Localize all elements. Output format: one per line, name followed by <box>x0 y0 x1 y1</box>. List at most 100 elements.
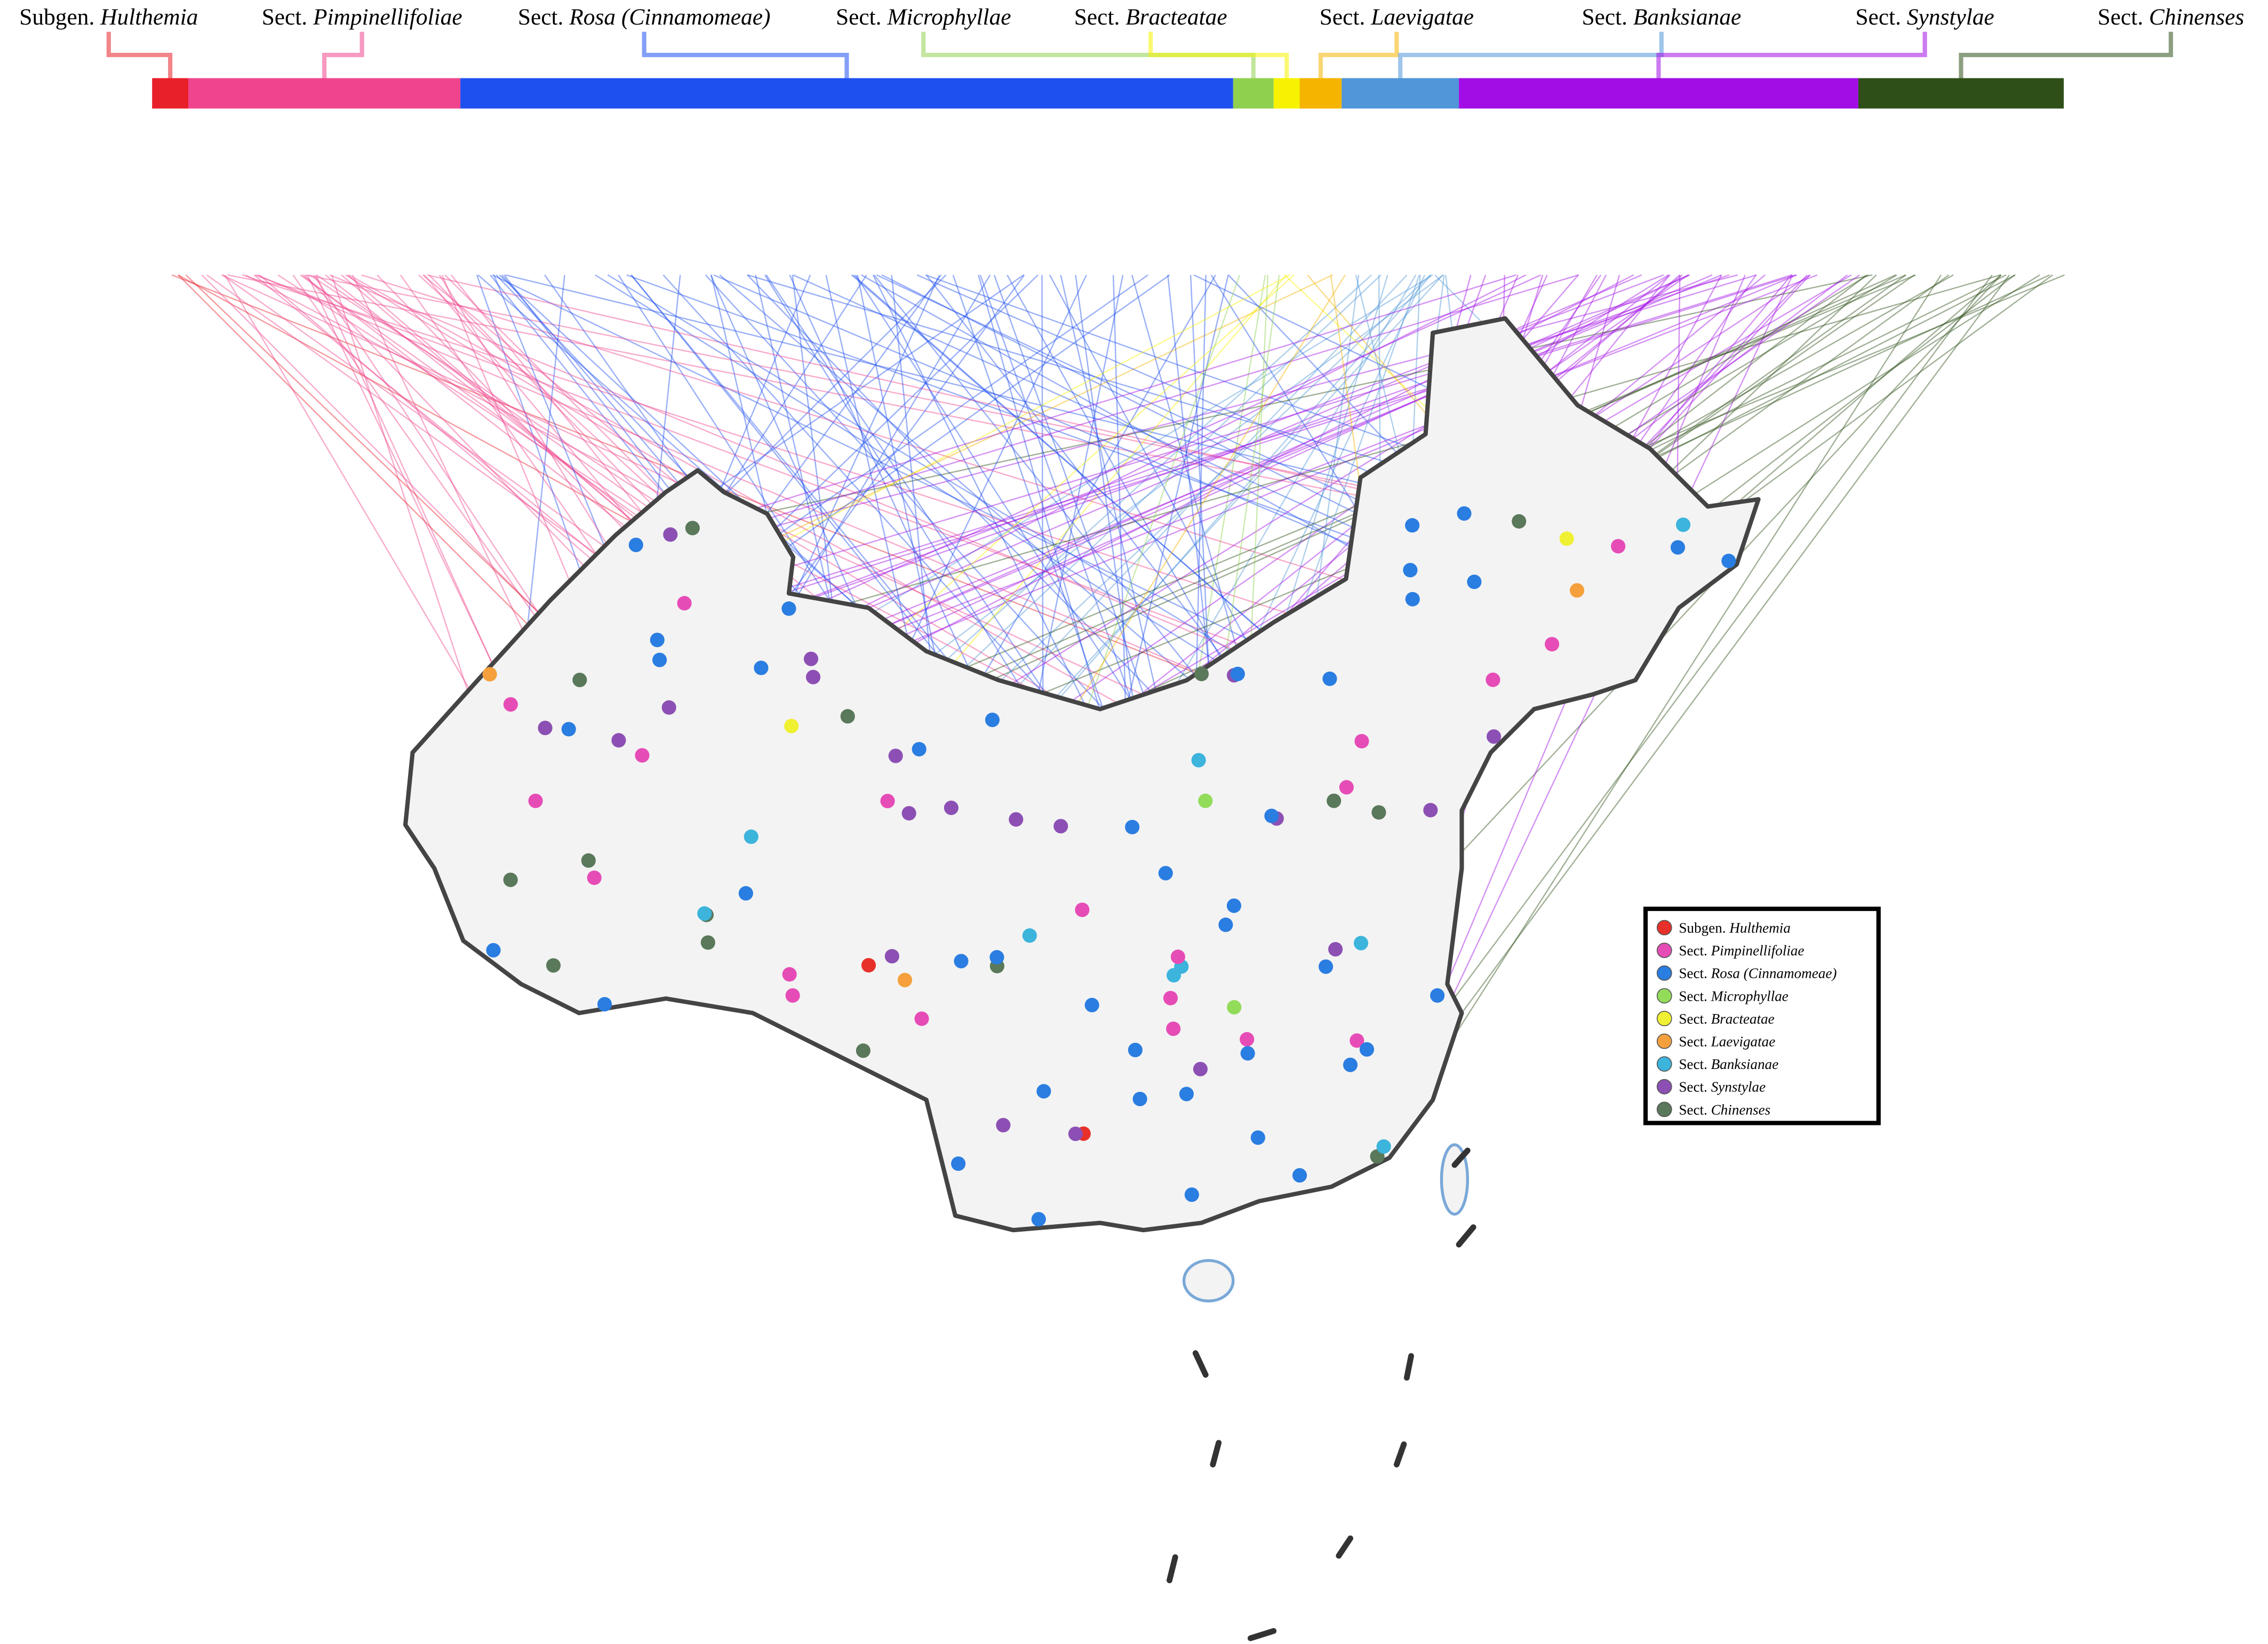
location-dot <box>1486 672 1500 687</box>
location-dot <box>572 673 587 688</box>
link <box>780 274 1433 668</box>
section-name: Rosa (Cinnamomeae) <box>569 4 770 30</box>
link <box>242 274 1494 681</box>
section-label: Sect. Bracteatae <box>1074 4 1227 30</box>
location-dot <box>1721 554 1736 569</box>
link <box>1032 274 1443 723</box>
location-dot <box>1053 819 1068 834</box>
section-rank: Subgen. <box>19 4 94 30</box>
legend-marker <box>1656 1011 1672 1026</box>
location-dot <box>538 721 553 736</box>
legend-name: Bracteatae <box>1711 1011 1775 1027</box>
map-outline <box>403 316 1761 1233</box>
location-dot <box>803 651 819 666</box>
location-dot <box>1191 753 1206 768</box>
location-dot <box>738 886 753 901</box>
legend-name: Rosa (Cinnamomeae) <box>1711 965 1837 981</box>
section-rank: Sect. <box>836 4 882 30</box>
link <box>492 274 1330 680</box>
link <box>171 274 1392 750</box>
section-label: Sect. Rosa (Cinnamomeae) <box>518 4 771 30</box>
legend-rank: Sect. <box>1679 943 1707 959</box>
legend-rank: Sect. <box>1679 1034 1707 1050</box>
section-rank: Sect. <box>1582 4 1627 30</box>
location-dot <box>805 669 821 684</box>
section-rank: Sect. <box>1320 4 1365 30</box>
bar-segment <box>460 78 1233 109</box>
section-label: Sect. Laevigatae <box>1320 4 1474 30</box>
link <box>309 274 690 524</box>
dash <box>1210 1440 1222 1468</box>
bar-segment <box>1858 78 2064 109</box>
link <box>752 274 1818 685</box>
legend-label: Sect. Laevigatae <box>1679 1034 1775 1050</box>
location-dot <box>1322 671 1337 687</box>
legend-box <box>1643 906 1881 1126</box>
location-dot <box>1545 637 1560 652</box>
legend-name: Hulthemia <box>1729 920 1791 936</box>
link <box>789 274 993 721</box>
dash <box>1403 1353 1414 1381</box>
bar-segment <box>1233 78 1274 109</box>
location-dot <box>503 872 518 887</box>
location-dot <box>1240 1032 1255 1047</box>
section-label: Subgen. Hulthemia <box>19 4 198 30</box>
location-dot <box>1349 1033 1364 1048</box>
link <box>692 274 1873 529</box>
connector <box>642 31 849 78</box>
location-dot <box>840 709 855 724</box>
location-dot <box>1328 942 1343 957</box>
legend-marker <box>1656 1056 1672 1072</box>
location-dot <box>884 949 899 964</box>
link <box>255 274 1357 689</box>
link <box>706 274 1757 593</box>
dash <box>1247 1628 1277 1641</box>
location-dot <box>581 853 596 868</box>
connector <box>1318 31 1399 78</box>
location-dot <box>635 748 650 763</box>
location-dot <box>1227 1000 1242 1015</box>
location-dot <box>1166 1021 1181 1036</box>
legend-marker <box>1656 1102 1672 1118</box>
link <box>626 274 1475 582</box>
location-dot <box>1354 936 1369 951</box>
location-dot <box>663 527 678 542</box>
location-dot <box>914 1011 929 1026</box>
section-label: Sect. Pimpinellifoliae <box>262 4 462 30</box>
link <box>427 274 1472 516</box>
bar-segment <box>188 78 461 109</box>
section-rank: Sect. <box>1074 4 1120 30</box>
section-bar <box>152 78 2064 109</box>
location-dot <box>1250 1130 1265 1145</box>
section-headers: Subgen. Hulthemia Sect. Pimpinellifoliae S… <box>19 4 2244 78</box>
legend-label: Sect. Bracteatae <box>1679 1011 1774 1027</box>
link <box>1377 274 1942 1157</box>
legend-name: Synstylae <box>1711 1079 1766 1095</box>
legend-marker <box>1656 965 1672 981</box>
legend-rank: Subgen. <box>1679 920 1726 936</box>
location-dot <box>785 988 800 1003</box>
legend-name: Microphyllae <box>1711 988 1788 1004</box>
location-dot <box>1354 733 1369 749</box>
legend-marker <box>1656 920 1672 936</box>
location-dot <box>1487 729 1502 744</box>
location-dot <box>1376 1139 1391 1154</box>
location-dot <box>528 793 543 808</box>
location-dot <box>782 967 797 982</box>
section-name: Chinenses <box>2149 4 2244 30</box>
section-rank: Sect. <box>262 4 308 30</box>
link <box>607 274 1335 714</box>
section-label: Sect. Banksianae <box>1582 4 1741 30</box>
location-dot <box>888 748 903 763</box>
location-dot <box>1319 959 1333 974</box>
section-rank: Sect. <box>518 4 564 30</box>
location-dot <box>989 950 1004 965</box>
location-dot <box>1226 898 1242 913</box>
dash <box>1393 1441 1407 1468</box>
link <box>595 274 1239 675</box>
location-dot <box>985 712 1000 728</box>
location-dot <box>1327 793 1341 808</box>
location-dot <box>1125 819 1140 835</box>
